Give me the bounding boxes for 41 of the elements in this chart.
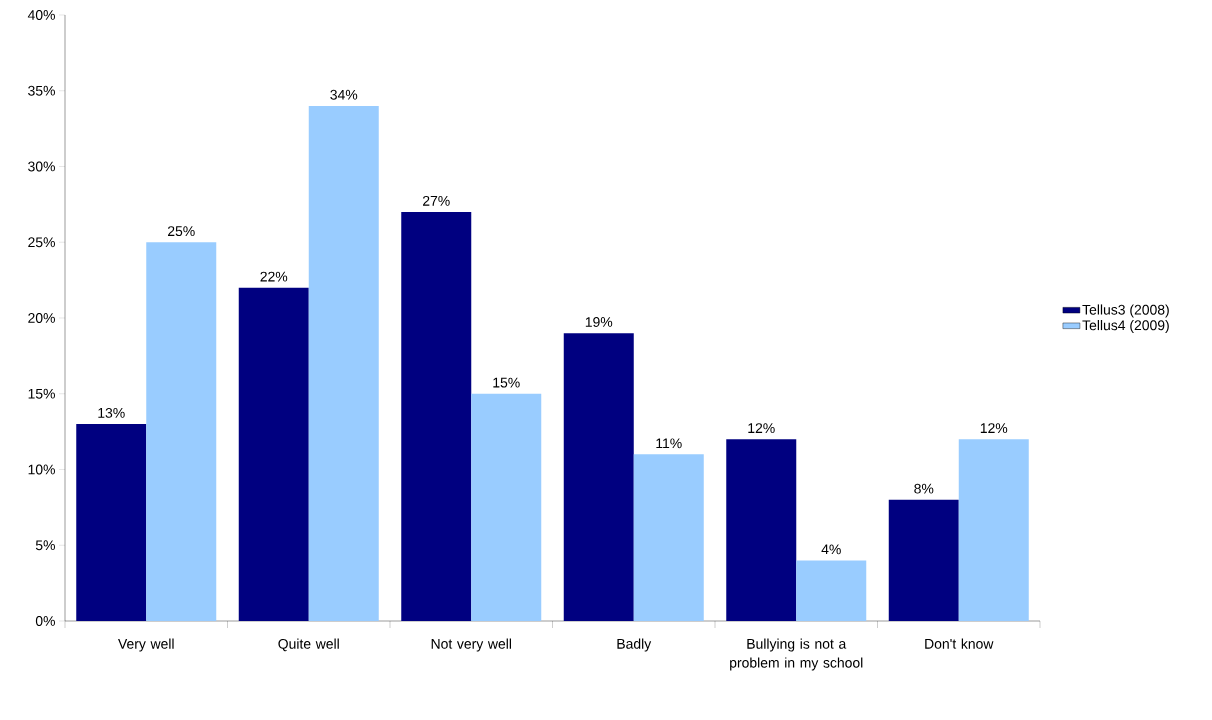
bar xyxy=(726,439,797,621)
data-label: 4% xyxy=(821,544,841,555)
x-tick-label: Don't know xyxy=(925,638,994,649)
data-label: 12% xyxy=(980,423,1008,433)
bar xyxy=(888,499,959,621)
data-label: 13% xyxy=(98,407,125,418)
y-tick-label: 10% xyxy=(28,464,55,475)
y-tick-label: 5% xyxy=(35,540,55,551)
data-label: 11% xyxy=(656,438,682,449)
bar xyxy=(563,333,634,621)
data-label: 12% xyxy=(748,423,775,433)
bar xyxy=(76,424,147,621)
bar xyxy=(796,560,867,621)
data-label: 34% xyxy=(330,89,358,100)
y-tick-label: 25% xyxy=(28,237,55,248)
x-tick-label: Quite well xyxy=(278,638,339,652)
x-tick-label: Very well xyxy=(118,638,174,652)
y-tick-label: 0% xyxy=(35,616,55,626)
bar xyxy=(401,211,472,621)
x-tick-label: Bullying is not a problem in my school xyxy=(730,638,863,671)
y-tick-label: 35% xyxy=(28,85,55,96)
legend-label: Tellus3 (2008) xyxy=(1082,304,1169,318)
bar xyxy=(471,393,542,621)
data-label: 22% xyxy=(260,271,288,282)
y-tick-label: 30% xyxy=(28,161,55,172)
x-tick-label: Not very well xyxy=(431,638,511,652)
data-label: 27% xyxy=(423,195,450,206)
legend-label: Tellus4 (2009) xyxy=(1082,319,1169,333)
y-tick-label: 15% xyxy=(28,388,55,399)
bar xyxy=(308,105,379,621)
data-label: 25% xyxy=(168,226,195,237)
bar xyxy=(633,454,704,621)
bar xyxy=(958,439,1029,621)
y-tick-label: 20% xyxy=(28,313,55,323)
x-tick-label: Badly xyxy=(617,638,652,652)
bar xyxy=(146,242,217,621)
data-label: 19% xyxy=(585,317,613,327)
data-label: 15% xyxy=(493,377,520,388)
data-label: 8% xyxy=(914,483,934,494)
bar xyxy=(238,287,309,621)
y-tick-label: 40% xyxy=(27,10,55,20)
